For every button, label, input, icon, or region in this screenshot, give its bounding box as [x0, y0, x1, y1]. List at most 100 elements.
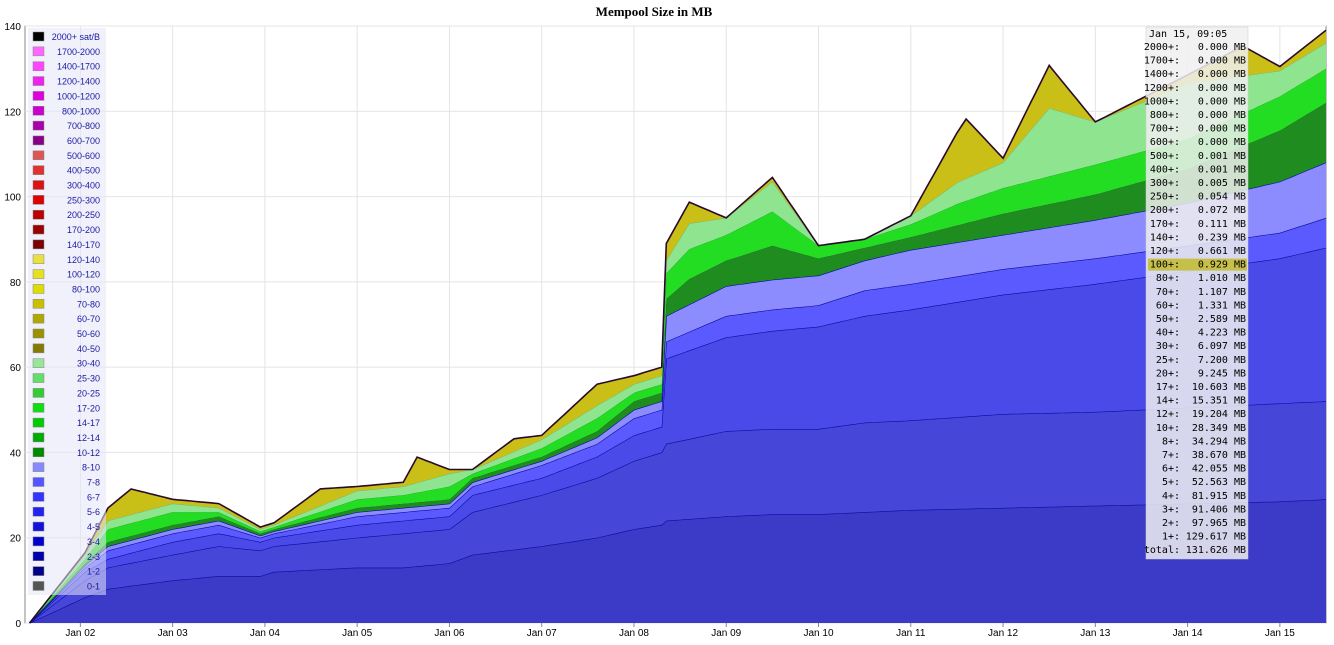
x-tick-label: Jan 07 [527, 628, 557, 639]
legend-swatch[interactable] [32, 76, 45, 86]
legend-swatch[interactable] [32, 358, 45, 368]
legend-swatch[interactable] [32, 120, 45, 131]
legend-swatch[interactable] [32, 388, 45, 398]
area-band-5plus [29, 217, 1327, 623]
legend-label[interactable]: 14-17 [77, 418, 100, 428]
legend-label[interactable]: 200-250 [67, 210, 100, 220]
legend-swatch[interactable] [32, 150, 45, 161]
legend-label[interactable]: 20-25 [77, 388, 100, 398]
legend-swatch[interactable] [32, 254, 45, 264]
legend[interactable]: 2000+ sat/B 1700-2000 1400-1700 1200-1400 10… [28, 28, 106, 595]
legend-swatch[interactable] [32, 551, 45, 561]
legend-swatch[interactable] [32, 492, 45, 502]
legend-label[interactable]: 5-6 [87, 507, 100, 517]
legend-label[interactable]: 4-5 [87, 522, 100, 532]
tooltip-row-value: 0.000 MB [1198, 96, 1246, 107]
legend-swatch[interactable] [32, 343, 45, 354]
tooltip-row-label: 2+: [1162, 518, 1180, 529]
legend-swatch[interactable] [32, 224, 45, 235]
legend-label[interactable]: 70-80 [77, 299, 100, 309]
legend-swatch[interactable] [32, 284, 45, 294]
legend-swatch[interactable] [32, 180, 45, 190]
legend-label[interactable]: 30-40 [77, 359, 100, 369]
legend-label[interactable]: 400-500 [67, 166, 100, 176]
legend-label[interactable]: 100-120 [67, 270, 100, 280]
legend-swatch[interactable] [32, 462, 45, 472]
tooltip-row-value: 6.097 MB [1198, 341, 1246, 352]
legend-swatch[interactable] [32, 506, 45, 517]
legend-swatch[interactable] [32, 417, 45, 428]
legend-label[interactable]: 3-4 [87, 537, 100, 547]
legend-swatch[interactable] [32, 209, 45, 220]
area-band-10plus [29, 102, 1327, 624]
legend-label[interactable]: 10-12 [77, 448, 100, 458]
legend-label[interactable]: 7-8 [87, 478, 100, 488]
legend-label[interactable]: 40-50 [77, 344, 100, 354]
tooltip-row-label: 200+: [1150, 205, 1180, 216]
legend-label[interactable]: 1400-1700 [57, 62, 100, 72]
legend-label[interactable]: 6-7 [87, 492, 100, 502]
legend-swatch[interactable] [32, 195, 45, 205]
legend-swatch[interactable] [32, 373, 45, 383]
legend-label[interactable]: 25-30 [77, 374, 100, 384]
tooltip-row-label: 250+: [1150, 192, 1180, 203]
legend-swatch[interactable] [32, 521, 45, 532]
legend-swatch[interactable] [32, 403, 45, 413]
x-tick-label: Jan 05 [342, 628, 372, 639]
tooltip-row-value: 0.929 MB [1198, 260, 1246, 271]
legend-swatch[interactable] [32, 477, 45, 487]
tooltip-row-label: 80+: [1156, 273, 1180, 284]
legend-label[interactable]: 0-1 [87, 581, 100, 591]
legend-swatch[interactable] [32, 328, 45, 339]
y-tick-label: 20 [10, 534, 22, 545]
legend-label[interactable]: 1-2 [87, 567, 100, 577]
legend-label[interactable]: 700-800 [67, 121, 100, 131]
tooltip-row-value: 52.563 MB [1192, 477, 1246, 488]
legend-label[interactable]: 1000-1200 [57, 91, 100, 101]
legend-label[interactable]: 500-600 [67, 151, 100, 161]
legend-swatch[interactable] [32, 581, 45, 591]
legend-swatch[interactable] [32, 536, 45, 547]
legend-swatch[interactable] [32, 91, 45, 101]
legend-swatch[interactable] [32, 239, 45, 250]
legend-swatch[interactable] [32, 106, 45, 116]
legend-swatch[interactable] [32, 46, 45, 57]
legend-label[interactable]: 300-400 [67, 181, 100, 191]
legend-label[interactable]: 12-14 [77, 433, 100, 443]
legend-swatch[interactable] [32, 447, 45, 458]
legend-swatch[interactable] [32, 432, 45, 443]
legend-swatch[interactable] [32, 299, 45, 309]
tooltip-row-value: 7.200 MB [1198, 355, 1246, 366]
legend-swatch[interactable] [32, 269, 45, 279]
legend-label[interactable]: 17-20 [77, 403, 100, 413]
tooltip-row-value: 0.000 MB [1198, 83, 1246, 94]
legend-label[interactable]: 80-100 [72, 284, 100, 294]
legend-swatch[interactable] [32, 31, 45, 42]
tooltip-row-value: 1.107 MB [1198, 287, 1246, 298]
area-band-2plus [29, 401, 1327, 623]
tooltip-row-value: 1.331 MB [1198, 300, 1246, 311]
legend-swatch[interactable] [32, 165, 45, 175]
legend-label[interactable]: 140-170 [67, 240, 100, 250]
legend-swatch[interactable] [32, 566, 45, 576]
legend-label[interactable]: 1200-1400 [57, 77, 100, 87]
legend-label[interactable]: 800-1000 [62, 106, 100, 116]
tooltip-row-label: 14+: [1156, 396, 1180, 407]
legend-swatch[interactable] [32, 313, 45, 324]
legend-swatch[interactable] [32, 135, 45, 146]
legend-label[interactable]: 600-700 [67, 136, 100, 146]
legend-label[interactable]: 170-200 [67, 225, 100, 235]
legend-label[interactable]: 60-70 [77, 314, 100, 324]
x-tick-label: Jan 14 [1173, 628, 1203, 639]
legend-label[interactable]: 250-300 [67, 195, 100, 205]
tooltip-row-value: 10.603 MB [1192, 382, 1246, 393]
legend-label[interactable]: 8-10 [82, 463, 100, 473]
legend-label[interactable]: 120-140 [67, 255, 100, 265]
y-tick-label: 140 [4, 22, 21, 33]
legend-label[interactable]: 1700-2000 [57, 47, 100, 57]
legend-label[interactable]: 2-3 [87, 552, 100, 562]
tooltip-highlight [1148, 258, 1247, 271]
legend-label[interactable]: 2000+ sat/B [52, 32, 100, 42]
legend-swatch[interactable] [32, 61, 45, 71]
legend-label[interactable]: 50-60 [77, 329, 100, 339]
